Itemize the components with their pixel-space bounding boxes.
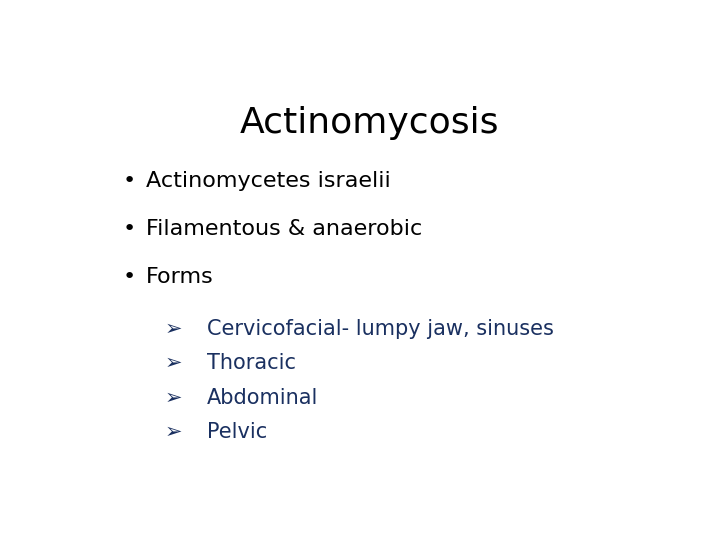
Text: Actinomycetes israelii: Actinomycetes israelii [145, 171, 390, 191]
Text: Thoracic: Thoracic [207, 353, 296, 373]
Text: ➢: ➢ [165, 353, 182, 373]
Text: ➢: ➢ [165, 422, 182, 442]
Text: •: • [122, 267, 135, 287]
Text: Pelvic: Pelvic [207, 422, 267, 442]
Text: Cervicofacial- lumpy jaw, sinuses: Cervicofacial- lumpy jaw, sinuses [207, 319, 554, 339]
Text: ➢: ➢ [165, 388, 182, 408]
Text: Filamentous & anaerobic: Filamentous & anaerobic [145, 219, 422, 239]
Text: Forms: Forms [145, 267, 214, 287]
Text: Actinomycosis: Actinomycosis [239, 106, 499, 140]
Text: ➢: ➢ [165, 319, 182, 339]
Text: •: • [122, 171, 135, 191]
Text: •: • [122, 219, 135, 239]
Text: Abdominal: Abdominal [207, 388, 318, 408]
